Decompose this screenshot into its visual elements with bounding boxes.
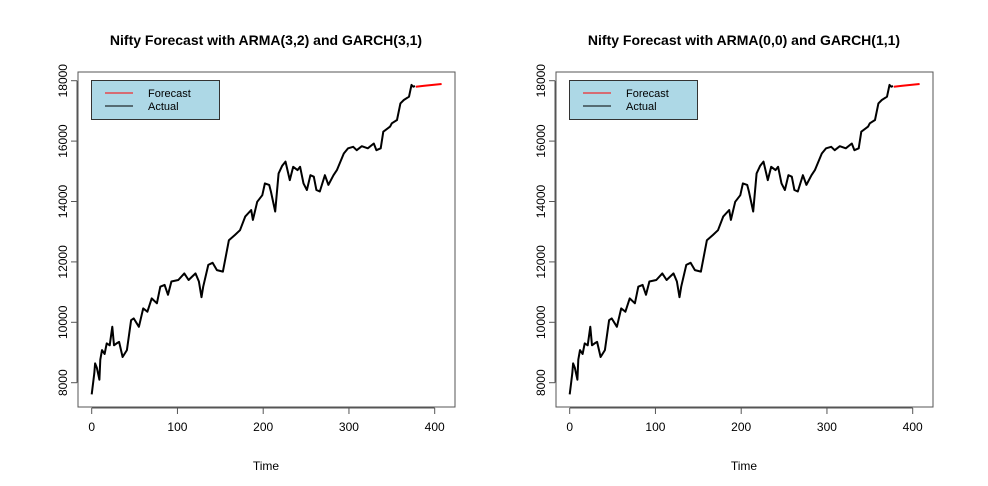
legend-label-actual: Actual	[148, 101, 179, 113]
legend-label-actual: Actual	[626, 101, 657, 113]
y-tick-label: 12000	[534, 245, 548, 279]
series-line-actual	[568, 83, 894, 395]
series-line-forecast	[893, 83, 920, 88]
series-line-forecast	[415, 83, 442, 88]
x-tick-label: 100	[167, 420, 187, 434]
y-tick-label: 16000	[56, 124, 70, 158]
legend-box	[91, 80, 220, 120]
x-axis-label: Time	[253, 459, 280, 473]
y-tick-label: 18000	[534, 64, 548, 98]
y-tick-label: 18000	[56, 64, 70, 98]
x-tick-label: 400	[903, 420, 923, 434]
x-tick-label: 300	[817, 420, 837, 434]
x-tick-label: 0	[566, 420, 573, 434]
y-tick-label: 16000	[534, 124, 548, 158]
x-tick-label: 400	[425, 420, 445, 434]
x-tick-label: 300	[339, 420, 359, 434]
y-tick-label: 10000	[56, 305, 70, 339]
y-tick-label: 12000	[56, 245, 70, 279]
chart-panel-2: Nifty Forecast with ARMA(0,0) and GARCH(…	[534, 32, 934, 473]
y-tick-label: 8000	[56, 369, 70, 396]
x-tick-label: 0	[88, 420, 95, 434]
plot-frame	[77, 71, 456, 408]
y-tick-label: 8000	[534, 369, 548, 396]
legend-label-forecast: Forecast	[148, 88, 191, 100]
chart-title: Nifty Forecast with ARMA(3,2) and GARCH(…	[110, 32, 422, 48]
y-tick-label: 14000	[56, 184, 70, 218]
y-tick-label: 14000	[534, 184, 548, 218]
chart-title: Nifty Forecast with ARMA(0,0) and GARCH(…	[588, 32, 900, 48]
plot-frame	[555, 71, 934, 408]
x-axis-label: Time	[731, 459, 758, 473]
legend-label-forecast: Forecast	[626, 88, 669, 100]
legend-box	[569, 80, 698, 120]
y-tick-label: 10000	[534, 305, 548, 339]
chart-panel-1: Nifty Forecast with ARMA(3,2) and GARCH(…	[56, 32, 456, 473]
x-tick-label: 100	[645, 420, 665, 434]
x-tick-label: 200	[731, 420, 751, 434]
series-line-actual	[90, 83, 416, 395]
x-tick-label: 200	[253, 420, 273, 434]
